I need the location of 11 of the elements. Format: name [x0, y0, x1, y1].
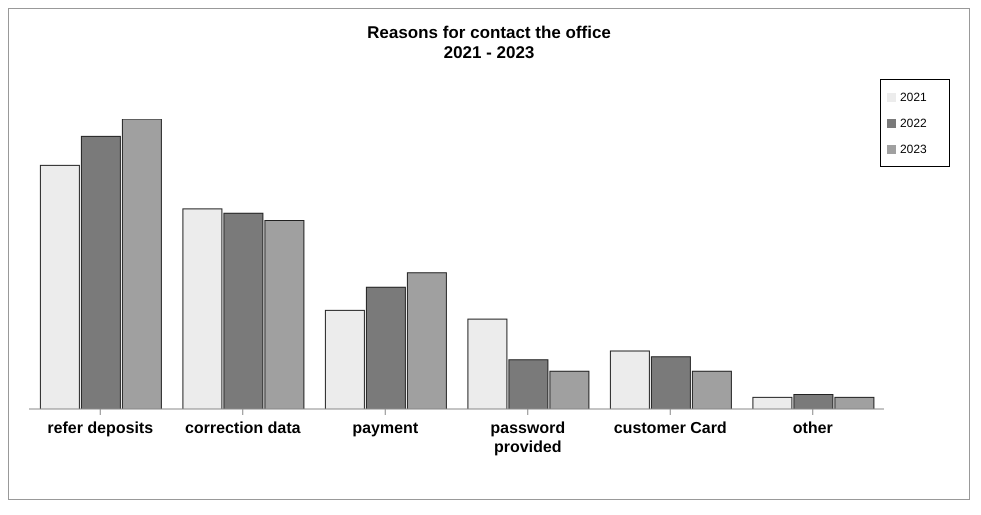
- legend-label: 2021: [900, 89, 927, 106]
- chart-title: Reasons for contact the office: [366, 23, 612, 43]
- x-tick-label: password provided: [490, 420, 566, 456]
- x-tick-label: correction data: [184, 420, 301, 437]
- x-tick-label: payment: [352, 420, 419, 437]
- x-tick-label: other: [792, 420, 833, 437]
- chart-subtitle: 2021 - 2023: [442, 43, 536, 63]
- x-tick-label: customer Card: [614, 420, 727, 437]
- legend-label: 2023: [900, 141, 927, 158]
- x-tick-label: refer deposits: [47, 420, 154, 437]
- legend-label: 2022: [900, 115, 927, 132]
